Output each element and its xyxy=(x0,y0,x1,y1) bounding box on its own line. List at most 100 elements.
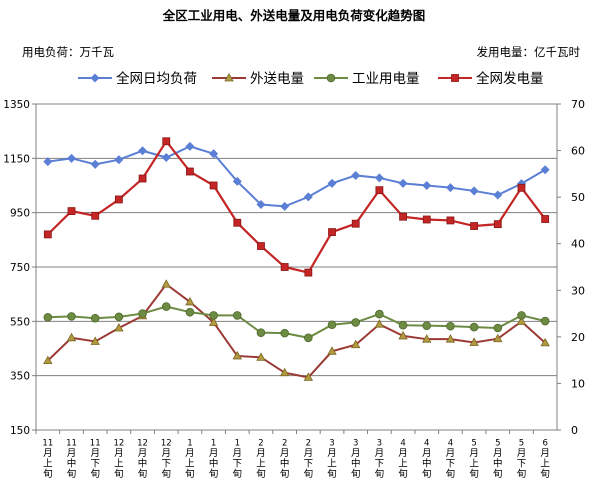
series-0-point-11 xyxy=(303,192,313,202)
series-0-point-13 xyxy=(351,170,361,180)
category-label-21: 6 月上旬 xyxy=(540,439,550,481)
series-3-point-0 xyxy=(43,230,52,239)
series-0-point-3 xyxy=(114,155,124,165)
series-3-point-1 xyxy=(67,207,76,216)
series-1-point-11 xyxy=(303,372,314,381)
right-tick-label-0: 0 xyxy=(571,424,578,437)
series-3-point-18 xyxy=(470,222,479,230)
series-3-point-5 xyxy=(162,137,171,146)
left-tick-label-1: 350 xyxy=(10,371,30,383)
series-0-point-2 xyxy=(90,159,100,169)
series-0-point-17 xyxy=(445,183,455,193)
series-1-point-18 xyxy=(469,337,479,346)
category-label-10: 2 月中旬 xyxy=(280,439,290,481)
series-1-point-3 xyxy=(114,322,124,332)
series-1-point-6 xyxy=(185,296,195,306)
series-3-point-15 xyxy=(399,212,407,221)
series-1-point-7 xyxy=(208,317,219,326)
left-tick-label-6: 1350 xyxy=(3,99,30,111)
series-3-point-3 xyxy=(114,195,123,204)
series-3-point-10 xyxy=(280,263,289,271)
series-0-point-15 xyxy=(398,178,408,188)
series-line-2 xyxy=(47,305,546,339)
series-0-point-10 xyxy=(280,201,290,211)
series-2-point-5 xyxy=(161,302,171,311)
series-3-point-17 xyxy=(446,216,455,225)
right-tick-label-4: 40 xyxy=(571,238,585,251)
series-2-point-8 xyxy=(232,311,242,320)
category-label-17: 4 月下旬 xyxy=(446,439,456,481)
series-0-point-6 xyxy=(185,141,195,151)
series-3-point-13 xyxy=(351,219,360,228)
series-1-point-20 xyxy=(516,316,527,325)
series-0-point-21 xyxy=(540,165,550,175)
series-1-point-2 xyxy=(90,336,100,345)
series-2-point-14 xyxy=(375,309,384,319)
series-1-point-14 xyxy=(374,319,385,328)
series-2-point-3 xyxy=(114,312,124,322)
right-tick-label-3: 30 xyxy=(571,284,585,297)
series-0-point-5 xyxy=(161,153,171,163)
series-2-point-6 xyxy=(185,307,195,317)
series-2-point-9 xyxy=(256,328,266,337)
series-3-point-9 xyxy=(257,242,265,250)
series-1-point-19 xyxy=(493,333,503,343)
series-2-point-0 xyxy=(43,312,53,322)
series-2-point-11 xyxy=(304,333,313,343)
series-2-point-16 xyxy=(422,321,432,330)
series-1-point-15 xyxy=(398,330,408,340)
left-tick-label-4: 950 xyxy=(10,208,30,220)
left-unit-label: 用电负荷：万千瓦 xyxy=(22,45,114,59)
series-0-point-19 xyxy=(493,190,503,200)
series-0-point-12 xyxy=(327,178,337,188)
series-3-point-4 xyxy=(138,174,147,183)
series-3 xyxy=(43,137,550,277)
category-label-0: 11 月上旬 xyxy=(42,439,53,481)
right-tick-label-5: 50 xyxy=(571,191,585,204)
series-0-point-16 xyxy=(422,180,432,191)
category-label-2: 11 月下旬 xyxy=(90,439,101,481)
series-1-point-16 xyxy=(422,334,432,343)
series-2-point-21 xyxy=(540,316,550,326)
category-label-20: 5 月下旬 xyxy=(517,439,527,481)
series-3-point-14 xyxy=(375,186,384,195)
series-3-point-19 xyxy=(493,220,502,229)
category-label-12: 3 月上旬 xyxy=(327,439,337,481)
category-label-6: 1 月上旬 xyxy=(185,439,195,481)
series-1-point-1 xyxy=(66,332,77,342)
series-1 xyxy=(43,279,550,381)
legend-marker-3 xyxy=(451,74,459,82)
series-2-point-10 xyxy=(280,328,289,338)
series-1-point-10 xyxy=(279,367,290,377)
series-3-point-16 xyxy=(422,215,431,224)
category-label-8: 1 月下旬 xyxy=(233,439,243,481)
series-2-point-18 xyxy=(469,322,479,332)
category-label-14: 3 月下旬 xyxy=(375,439,385,481)
series-0-point-8 xyxy=(232,176,242,186)
series-1-point-5 xyxy=(161,279,171,288)
category-label-1: 11 月中旬 xyxy=(66,439,77,481)
series-0-point-14 xyxy=(374,173,384,183)
category-label-16: 4 月中旬 xyxy=(422,439,432,481)
series-3-point-11 xyxy=(304,268,313,277)
series-3-point-20 xyxy=(517,183,526,192)
right-tick-label-7: 70 xyxy=(571,98,585,111)
right-unit-label: 发用电量：亿千瓦时 xyxy=(477,45,581,59)
series-2-point-13 xyxy=(351,318,361,327)
left-tick-label-2: 550 xyxy=(10,316,30,328)
category-label-4: 12 月中旬 xyxy=(137,439,148,481)
series-2-point-20 xyxy=(517,311,526,320)
legend-marker-0 xyxy=(90,73,100,83)
series-0-point-9 xyxy=(256,200,266,210)
category-label-9: 2 月上旬 xyxy=(256,439,266,481)
category-label-15: 4 月上旬 xyxy=(398,439,408,481)
series-3-point-8 xyxy=(233,218,242,227)
left-tick-label-5: 1150 xyxy=(3,153,30,165)
series-2-point-1 xyxy=(67,312,76,321)
series-2-point-19 xyxy=(493,323,503,333)
series-3-point-7 xyxy=(209,181,218,190)
legend-label-1: 外送电量 xyxy=(250,71,304,87)
series-3-point-6 xyxy=(186,167,194,176)
